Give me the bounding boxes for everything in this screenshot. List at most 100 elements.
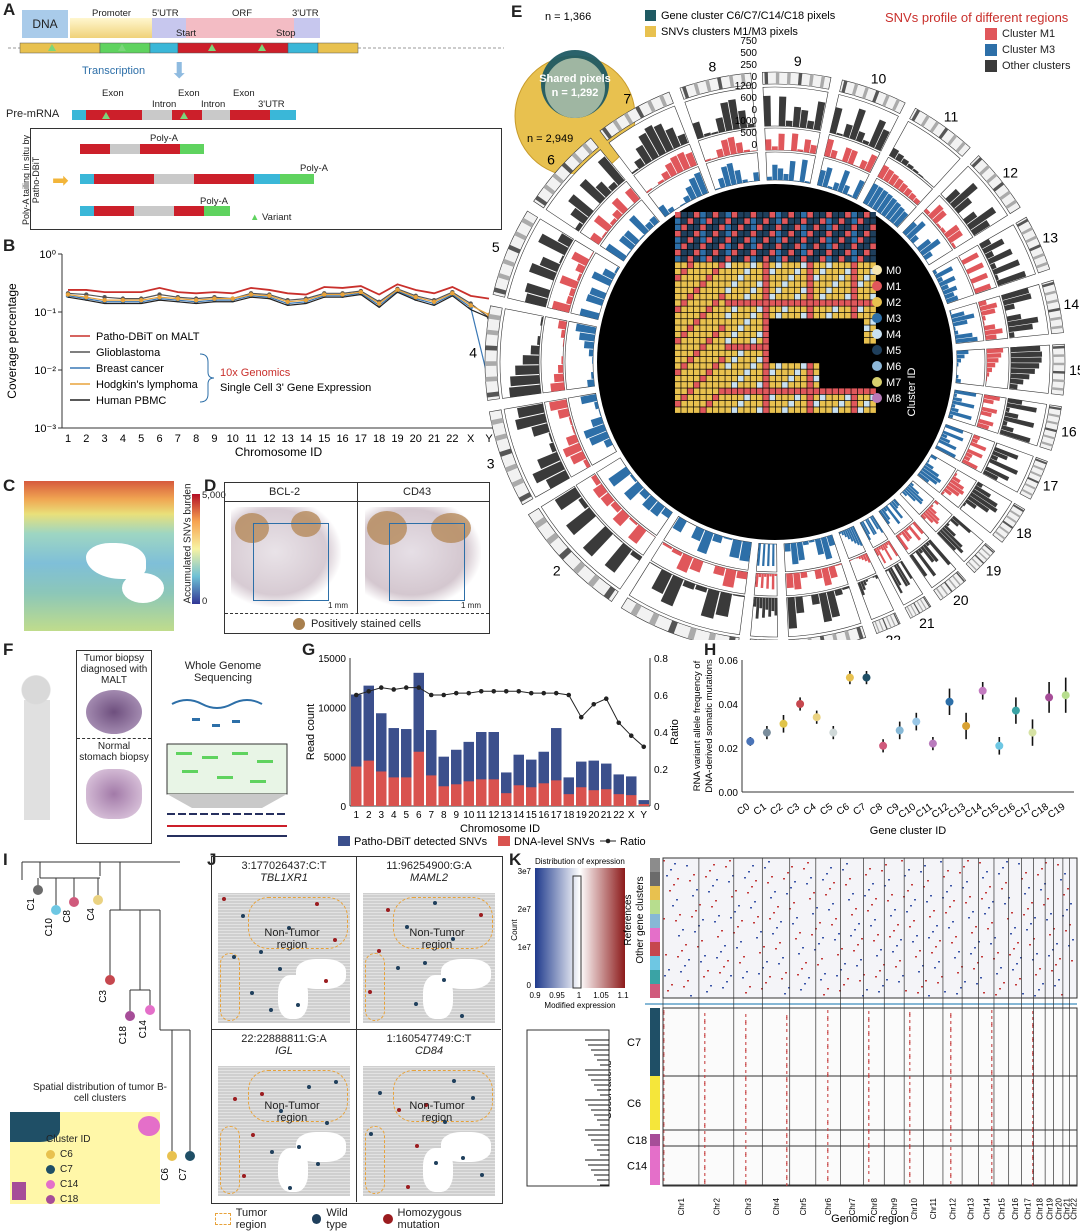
ref-heat-cell: [817, 964, 819, 966]
spatial-pixel: [744, 281, 750, 287]
spatial-pixel: [681, 262, 687, 268]
ref-heat-cell: [739, 962, 741, 964]
spatial-pixel: [820, 407, 826, 413]
series-point: [322, 292, 326, 296]
chrom-label: 10: [871, 70, 887, 86]
obs-heat-cell: [909, 1048, 911, 1051]
track-tick: 1200: [735, 81, 758, 92]
gene-name: MAML2: [357, 872, 501, 884]
spatial-pixel: [707, 244, 713, 250]
spatial-pixel: [757, 395, 763, 401]
track-bar: [987, 368, 992, 372]
ref-heat-cell: [926, 901, 928, 903]
spatial-pixel: [713, 325, 719, 331]
obs-heat-cell: [786, 1051, 788, 1054]
spatial-pixel: [675, 281, 681, 287]
obs-heat-cell: [786, 1163, 788, 1166]
ref-heat-cell: [744, 877, 746, 879]
spatial-pixel: [858, 275, 864, 281]
spatial-pixel: [738, 313, 744, 319]
ref-heat-cell: [934, 967, 936, 969]
track-bar: [753, 172, 759, 181]
y-tick-label: 5000: [324, 753, 347, 764]
ref-heat-cell: [705, 876, 707, 878]
spatial-pixel: [864, 388, 870, 394]
y-tick-label: 15000: [318, 654, 346, 665]
spatial-pixel: [719, 363, 725, 369]
obs-heat-cell: [745, 1154, 747, 1157]
spatial-pixel: [851, 407, 857, 413]
spatial-pixel: [738, 363, 744, 369]
spatial-pixel: [763, 351, 769, 357]
obs-heat-cell: [909, 1090, 911, 1093]
spatial-pixel: [776, 256, 782, 262]
spatial-pixel: [770, 407, 776, 413]
spatial-pixel: [864, 269, 870, 275]
panel-i: I Other clustersC1C10C8C4C3C18C14C6C7 Sp…: [0, 850, 205, 1226]
spatial-pixel: [725, 401, 731, 407]
spatial-pixel: [770, 395, 776, 401]
spatial-pixel: [675, 307, 681, 313]
spatial-pixel: [744, 212, 750, 218]
track-bar: [957, 359, 961, 363]
ref-heat-cell: [796, 917, 798, 919]
obs-heat-cell: [704, 1061, 706, 1064]
spatial-pixel: [694, 225, 700, 231]
vaf-point-C12: [946, 698, 954, 706]
ref-heat-cell: [911, 884, 913, 886]
ref-heat-cell: [859, 980, 861, 982]
spatial-pixel: [757, 338, 763, 344]
ideogram-band: [1053, 371, 1065, 374]
spatial-pixel: [694, 256, 700, 262]
ref-heat-cell: [829, 888, 831, 890]
ref-heat-cell: [803, 868, 805, 870]
ref-heat-cell: [985, 892, 987, 894]
spatial-pixel: [713, 212, 719, 218]
vaf-point-C11: [929, 740, 937, 748]
ref-heat-cell: [718, 915, 720, 917]
obs-heat-cell: [868, 1117, 870, 1120]
spatial-pixel: [770, 288, 776, 294]
ref-heat-cell: [753, 922, 755, 924]
spatial-pixel: [770, 294, 776, 300]
spatial-pixel: [776, 244, 782, 250]
ref-heat-cell: [845, 884, 847, 886]
track-bar: [957, 363, 958, 367]
spatial-pixel: [788, 250, 794, 256]
spatial-pixel: [826, 244, 832, 250]
spatial-pixel: [770, 376, 776, 382]
chr-label-Chr18: Chr18: [1035, 1197, 1044, 1219]
ref-heat-cell: [909, 926, 911, 928]
spatial-pixel: [688, 294, 694, 300]
ref-heat-cell: [807, 862, 809, 864]
tissue-grid: [218, 893, 350, 1023]
spatial-pixel: [694, 370, 700, 376]
node-C6: [167, 1151, 177, 1161]
spatial-pixel: [833, 244, 839, 250]
wild-type-dot: [461, 1156, 465, 1160]
obs-heat-cell: [745, 1112, 747, 1115]
gene-name: IGL: [212, 1045, 356, 1057]
ref-heat-cell: [916, 935, 918, 937]
spatial-pixel: [788, 256, 794, 262]
spatial-pixel: [713, 256, 719, 262]
y2-tick-label: 0.6: [654, 691, 668, 702]
track-bar: [956, 379, 961, 383]
ref-heat-cell: [708, 891, 710, 893]
spatial-pixel: [858, 231, 864, 237]
ref-heat-cell: [1058, 979, 1060, 981]
obs-heat-cell: [745, 1098, 747, 1101]
track-tick: 0: [751, 140, 757, 151]
ideogram-band: [485, 361, 497, 366]
spatial-pixel: [870, 407, 876, 413]
spatial-pixel: [839, 237, 845, 243]
ref-heat-cell: [890, 915, 892, 917]
spatial-pixel: [845, 294, 851, 300]
ratio-point: [629, 733, 634, 738]
spatial-pixel: [751, 344, 757, 350]
spatial-pixel: [751, 288, 757, 294]
spatial-pixel: [744, 307, 750, 313]
track-bar: [763, 96, 771, 126]
tissue-grid: [363, 893, 495, 1023]
ref-heat-cell: [1028, 887, 1030, 889]
